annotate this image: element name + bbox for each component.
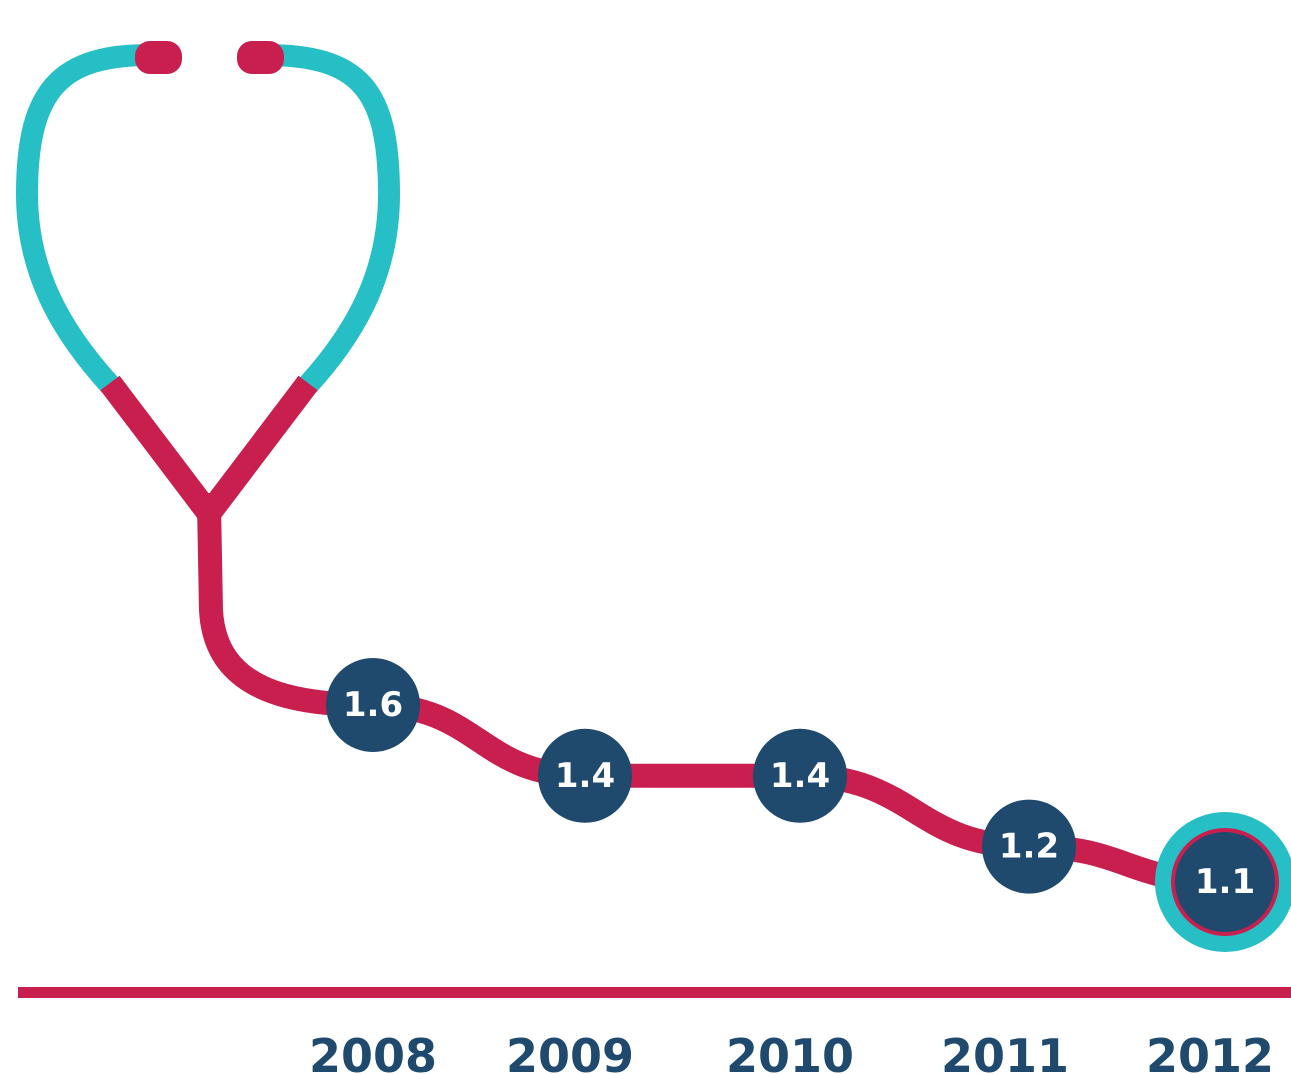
value-label: 1.4 [770, 756, 830, 796]
stethoscope [27, 41, 389, 705]
baseline [18, 987, 1291, 998]
value-label: 1.4 [555, 756, 615, 796]
value-label: 1.2 [999, 827, 1059, 867]
right-earpiece-tube [265, 55, 389, 385]
page: 1.61.41.41.21.120082009201020112012 (() … [0, 0, 1291, 1074]
x-tick-label: 2008 [309, 1029, 437, 1074]
left-binaural [110, 383, 210, 515]
value-label: 1.6 [343, 685, 403, 725]
x-tick-label: 2012 [1146, 1029, 1274, 1074]
left-earpiece-tube [27, 55, 150, 385]
x-tick-label: 2011 [941, 1029, 1069, 1074]
value-label: 1.1 [1195, 862, 1255, 902]
x-tick-label: 2010 [726, 1029, 854, 1074]
right-binaural [208, 383, 308, 515]
right-earpiece [237, 41, 284, 74]
x-tick-label: 2009 [506, 1029, 634, 1074]
chart: 1.6 1.4 1.4 1.2 1.1 2008 2009 2010 2011 2012 [0, 0, 1291, 1074]
left-earpiece [135, 41, 182, 74]
